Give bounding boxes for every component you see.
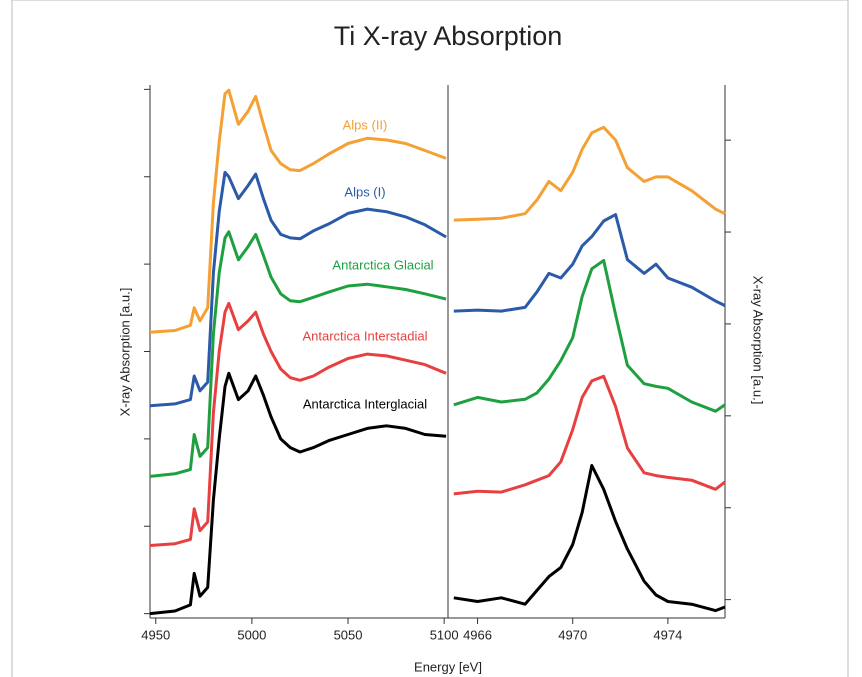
series-line — [149, 301, 447, 547]
series-line — [149, 371, 447, 616]
x-tick-label: 5050 — [334, 627, 363, 642]
series-label: Antarctica Glacial — [332, 257, 433, 272]
x-tick-label: 5000 — [237, 627, 266, 642]
chart-title: Ti X-ray Absorption — [334, 21, 563, 51]
series-line — [453, 125, 726, 222]
series-line — [453, 213, 726, 313]
series-line — [149, 230, 447, 478]
frame — [11, 0, 849, 677]
x-tick-label: 4974 — [653, 627, 682, 642]
series-label: Antarctica Interstadial — [302, 328, 427, 343]
y-axis-label-right: X-ray Absorption [a.u.] — [751, 276, 766, 405]
series-label: Antarctica Interglacial — [303, 396, 427, 411]
series-label: Alps (II) — [343, 117, 388, 132]
series-line — [453, 259, 726, 413]
series-line — [149, 170, 447, 408]
x-tick-label: 4966 — [463, 627, 492, 642]
x-tick-label: 4970 — [558, 627, 587, 642]
series-label: Alps (I) — [344, 184, 385, 199]
y-axis-label: X-ray Absorption [a.u.] — [117, 288, 132, 417]
x-tick-label: 4950 — [141, 627, 170, 642]
series-line — [149, 88, 447, 334]
series-line — [453, 464, 726, 613]
x-axis-label: Energy [eV] — [414, 659, 482, 674]
x-tick-label: 5100 — [430, 627, 459, 642]
series-line — [453, 374, 726, 496]
